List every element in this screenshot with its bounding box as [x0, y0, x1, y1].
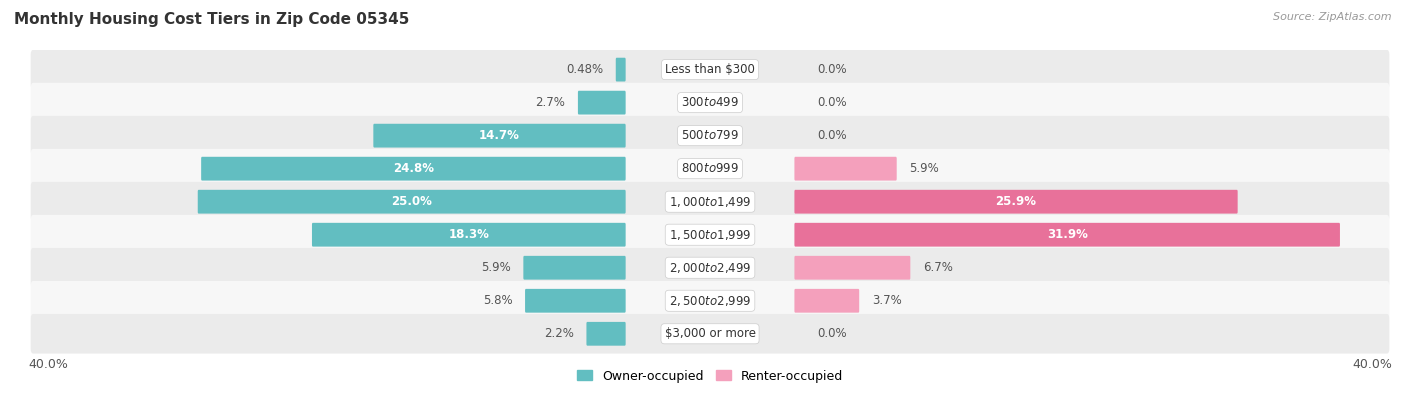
Text: 40.0%: 40.0%: [28, 358, 67, 371]
FancyBboxPatch shape: [31, 50, 1389, 89]
Text: 0.0%: 0.0%: [817, 327, 846, 340]
FancyBboxPatch shape: [201, 157, 626, 181]
Text: 24.8%: 24.8%: [392, 162, 434, 175]
Text: $800 to $999: $800 to $999: [681, 162, 740, 175]
FancyBboxPatch shape: [794, 190, 1237, 214]
Text: $1,000 to $1,499: $1,000 to $1,499: [669, 195, 751, 209]
Text: 25.9%: 25.9%: [995, 195, 1036, 208]
Text: Less than $300: Less than $300: [665, 63, 755, 76]
Text: 18.3%: 18.3%: [449, 228, 489, 241]
Text: 0.48%: 0.48%: [565, 63, 603, 76]
Text: Source: ZipAtlas.com: Source: ZipAtlas.com: [1274, 12, 1392, 22]
Text: $2,000 to $2,499: $2,000 to $2,499: [669, 261, 751, 275]
Text: $500 to $799: $500 to $799: [681, 129, 740, 142]
Text: $3,000 or more: $3,000 or more: [665, 327, 755, 340]
FancyBboxPatch shape: [616, 58, 626, 81]
FancyBboxPatch shape: [794, 256, 910, 280]
FancyBboxPatch shape: [794, 157, 897, 181]
Text: 0.0%: 0.0%: [817, 96, 846, 109]
FancyBboxPatch shape: [794, 289, 859, 312]
Text: 5.8%: 5.8%: [482, 294, 512, 307]
FancyBboxPatch shape: [31, 215, 1389, 254]
Text: 14.7%: 14.7%: [479, 129, 520, 142]
FancyBboxPatch shape: [523, 256, 626, 280]
FancyBboxPatch shape: [31, 182, 1389, 222]
Text: 2.2%: 2.2%: [544, 327, 574, 340]
Text: $300 to $499: $300 to $499: [681, 96, 740, 109]
FancyBboxPatch shape: [31, 116, 1389, 156]
Text: 40.0%: 40.0%: [1353, 358, 1392, 371]
FancyBboxPatch shape: [31, 281, 1389, 320]
Text: 5.9%: 5.9%: [910, 162, 939, 175]
FancyBboxPatch shape: [31, 248, 1389, 288]
Text: 5.9%: 5.9%: [481, 261, 510, 274]
FancyBboxPatch shape: [794, 223, 1340, 247]
FancyBboxPatch shape: [524, 289, 626, 312]
FancyBboxPatch shape: [586, 322, 626, 346]
Text: Monthly Housing Cost Tiers in Zip Code 05345: Monthly Housing Cost Tiers in Zip Code 0…: [14, 12, 409, 27]
FancyBboxPatch shape: [198, 190, 626, 214]
FancyBboxPatch shape: [578, 91, 626, 115]
FancyBboxPatch shape: [31, 83, 1389, 122]
FancyBboxPatch shape: [31, 149, 1389, 188]
Text: 25.0%: 25.0%: [391, 195, 432, 208]
Text: 31.9%: 31.9%: [1046, 228, 1088, 241]
Text: 6.7%: 6.7%: [924, 261, 953, 274]
Text: 2.7%: 2.7%: [536, 96, 565, 109]
Text: 3.7%: 3.7%: [872, 294, 901, 307]
Text: $2,500 to $2,999: $2,500 to $2,999: [669, 294, 751, 308]
Text: $1,500 to $1,999: $1,500 to $1,999: [669, 228, 751, 242]
Legend: Owner-occupied, Renter-occupied: Owner-occupied, Renter-occupied: [572, 364, 848, 388]
FancyBboxPatch shape: [312, 223, 626, 247]
FancyBboxPatch shape: [374, 124, 626, 148]
FancyBboxPatch shape: [31, 314, 1389, 354]
Text: 0.0%: 0.0%: [817, 63, 846, 76]
Text: 0.0%: 0.0%: [817, 129, 846, 142]
